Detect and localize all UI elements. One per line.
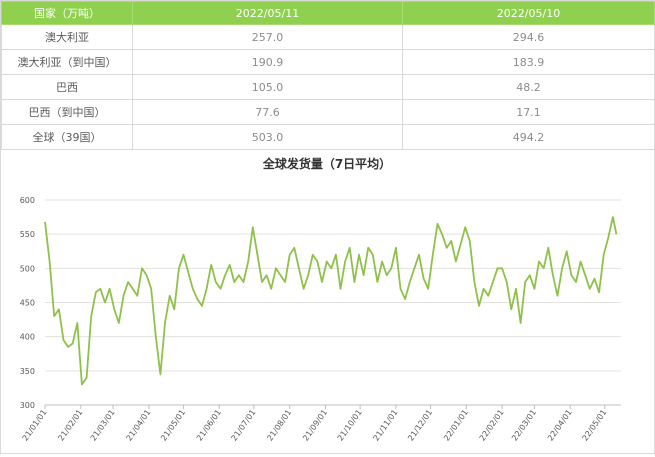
x-tick-label: 21/11/01 (372, 408, 400, 443)
chart-series (44, 216, 618, 386)
row-label: 澳大利亚（到中国） (1, 49, 133, 75)
y-tick-label: 500 (20, 264, 35, 273)
table-header-row: 国家（万吨） 2022/05/11 2022/05/10 (1, 1, 655, 25)
x-tick-label: 21/03/01 (89, 408, 117, 443)
row-value-2: 183.9 (402, 49, 655, 75)
row-label: 全球（39国） (1, 124, 133, 150)
y-tick-label: 450 (20, 299, 35, 308)
table-row: 巴西（到中国） 77.6 17.1 (1, 99, 655, 125)
table-row: 全球（39国） 503.0 494.2 (1, 124, 655, 150)
x-tick-label: 22/03/01 (510, 408, 538, 443)
x-tick-label: 21/09/01 (301, 408, 329, 443)
row-value-2: 17.1 (402, 99, 655, 125)
x-tick-label: 21/04/01 (125, 408, 153, 443)
row-value-2: 494.2 (402, 124, 655, 150)
row-label: 澳大利亚 (1, 24, 133, 50)
row-value-1: 190.9 (132, 49, 403, 75)
series-line (44, 216, 618, 386)
chart-container: 全球发货量（7日平均） 300 350 400 450 500 550 600 21/01/… (1, 148, 654, 453)
row-value-1: 77.6 (132, 99, 403, 125)
row-value-2: 294.6 (402, 24, 655, 50)
x-tick-label: 21/12/01 (406, 408, 434, 443)
x-tick-label: 21/08/01 (265, 408, 293, 443)
table-row: 澳大利亚（到中国） 190.9 183.9 (1, 49, 655, 75)
y-tick-label: 550 (20, 230, 35, 239)
header-date-2: 2022/05/10 (402, 1, 655, 25)
row-label: 巴西 (1, 74, 133, 100)
y-tick-label: 300 (20, 401, 35, 410)
y-axis: 300 350 400 450 500 550 600 (20, 196, 35, 410)
row-value-1: 257.0 (132, 24, 403, 50)
row-value-2: 48.2 (402, 74, 655, 100)
x-axis: 21/01/01 21/02/01 21/03/01 21/04/01 21/05/01… (21, 404, 621, 443)
row-value-1: 105.0 (132, 74, 403, 100)
row-label: 巴西（到中国） (1, 99, 133, 125)
table-row: 澳大利亚 257.0 294.6 (1, 24, 655, 50)
y-tick-label: 350 (20, 367, 35, 376)
row-value-1: 503.0 (132, 124, 403, 150)
x-tick-label: 21/07/01 (230, 408, 258, 443)
chart-grid (45, 199, 621, 406)
x-tick-label: 22/01/01 (442, 408, 470, 443)
x-tick-label: 21/01/01 (21, 408, 49, 443)
y-tick-label: 600 (20, 196, 35, 205)
x-tick-label: 21/06/01 (195, 408, 223, 443)
chart-title: 全球发货量（7日平均） (262, 156, 391, 171)
y-tick-label: 400 (20, 333, 35, 342)
header-country: 国家（万吨） (1, 1, 133, 25)
header-date-1: 2022/05/11 (132, 1, 403, 25)
x-tick-label: 21/02/01 (56, 408, 84, 443)
x-tick-label: 22/02/01 (478, 408, 506, 443)
table-row: 巴西 105.0 48.2 (1, 74, 655, 100)
x-tick-label: 22/04/01 (546, 408, 574, 443)
shipment-table: 国家（万吨） 2022/05/11 2022/05/10 澳大利亚 257.0 … (1, 1, 655, 150)
shipment-line-chart: 全球发货量（7日平均） 300 350 400 450 500 550 600 21/01/… (20, 156, 621, 443)
x-tick-label: 22/05/01 (580, 408, 608, 443)
x-tick-label: 21/05/01 (159, 408, 187, 443)
x-tick-label: 21/10/01 (336, 408, 364, 443)
